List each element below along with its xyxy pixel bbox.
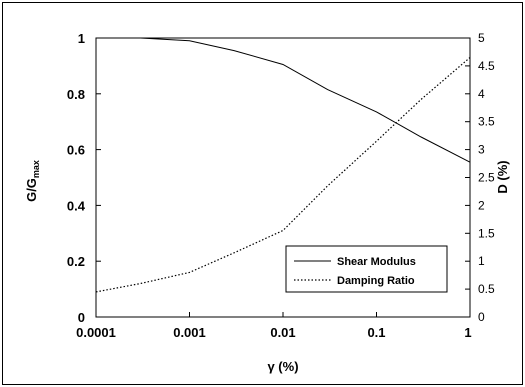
y-right-tick-label: 0 bbox=[478, 310, 485, 324]
y-axis-left-title-main: G/G bbox=[24, 178, 39, 202]
legend: Shear Modulus Damping Ratio bbox=[285, 245, 448, 293]
y-left-tick-label: 0.8 bbox=[67, 87, 85, 102]
y-left-tick-label: 0.4 bbox=[67, 198, 86, 213]
y-right-tick-label: 2 bbox=[478, 198, 485, 212]
y-right-tick-label: 4 bbox=[478, 87, 485, 101]
series-line-shear-modulus bbox=[96, 37, 471, 163]
x-tick-label: 1 bbox=[464, 325, 471, 340]
y-right-tick-label: 3.5 bbox=[478, 115, 495, 129]
y-left-tick-label: 0 bbox=[78, 310, 85, 325]
x-tick-label: 0.1 bbox=[367, 325, 385, 340]
y-right-tick-label: 3 bbox=[478, 143, 485, 157]
y-right-tick-label: 0.5 bbox=[478, 282, 495, 296]
y-right-tick-label: 5 bbox=[478, 31, 485, 45]
y-right-tick-label: 2.5 bbox=[478, 171, 495, 185]
y-right-tick-label: 1.5 bbox=[478, 226, 495, 240]
x-axis-title: γ (%) bbox=[267, 359, 298, 374]
x-tick-label: 0.01 bbox=[270, 325, 295, 340]
y-right-tick-label: 4.5 bbox=[478, 59, 495, 73]
y-left-tick-label: 0.6 bbox=[67, 143, 85, 158]
y-axis-right-title: D (%) bbox=[495, 160, 510, 193]
x-tick-label: 0.0001 bbox=[76, 325, 116, 340]
y-left-tick-label: 1 bbox=[78, 31, 85, 46]
y-left-tick-label: 0.2 bbox=[67, 254, 85, 269]
y-axis-left-title: G/Gmax bbox=[24, 160, 41, 202]
x-tick-label: 0.001 bbox=[173, 325, 206, 340]
legend-label-damping-ratio: Damping Ratio bbox=[337, 275, 415, 287]
legend-label-shear-modulus: Shear Modulus bbox=[337, 256, 416, 268]
series-line-damping-ratio bbox=[95, 57, 471, 293]
y-right-tick-label: 1 bbox=[478, 254, 485, 268]
legend-box bbox=[285, 245, 448, 293]
y-axis-left-title-sub: max bbox=[31, 160, 41, 178]
